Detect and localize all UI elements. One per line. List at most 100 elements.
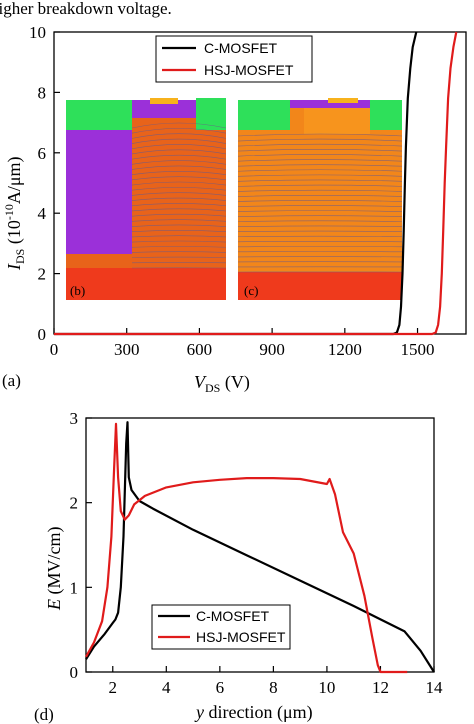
inset-b-gate [150, 98, 178, 104]
panel-d-frame [85, 417, 435, 673]
panel-a-ytick-label-0: 0 [38, 325, 47, 344]
inset-b-line-9 [131, 170, 227, 175]
inset-b-source-right [196, 98, 226, 130]
caption-fragment: higher breakdown voltage. [0, 0, 172, 18]
inset-b-line-17 [131, 213, 227, 217]
panel-d-xlabel-rest: direction (μm) [204, 702, 313, 723]
inset-b-line-23 [131, 246, 227, 248]
panel-a: (b) (c) 0 300 600 900 1200 1500 0 2 4 6 8 10 C-MOSF… [2, 23, 467, 395]
panel-a-ytick-label-4: 8 [38, 83, 47, 102]
inset-b: (b) [60, 96, 228, 308]
inset-c-line-21 [237, 240, 403, 243]
panel-a-xtick-label-0: 0 [50, 340, 59, 359]
panel-a-ytick-label-3: 6 [38, 144, 47, 163]
panel-a-xtick-label-4: 1200 [328, 340, 362, 359]
inset-c-line-16 [237, 215, 403, 217]
panel-a-xtick-label-5: 1500 [401, 340, 435, 359]
panel-a-ytick-label-1: 2 [38, 265, 47, 284]
inset-c-line-1 [237, 138, 403, 142]
panel-a-series-hsj-mosfet [54, 31, 458, 336]
inset-c-source-right [370, 100, 402, 130]
inset-c-line-2 [237, 143, 403, 147]
inset-b-line-14 [131, 197, 227, 201]
inset-b-line-21 [131, 235, 227, 238]
inset-c-line-7 [237, 169, 403, 172]
inset-b-line-1 [131, 128, 227, 134]
panel-d-legend: C-MOSFET HSJ-MOSFET [151, 604, 291, 650]
inset-c-line-6 [237, 164, 403, 167]
inset-b-label: (b) [70, 283, 85, 298]
inset-b-line-0 [131, 122, 227, 129]
inset-b-pillar [66, 130, 132, 254]
inset-c: (c) [232, 96, 403, 308]
inset-c-substrate [238, 272, 402, 300]
panel-a-legend-c: C-MOSFET [204, 40, 278, 56]
inset-c-line-0 [237, 133, 403, 137]
panel-d-xtick-label-5: 12 [372, 678, 389, 697]
inset-c-line-3 [237, 149, 403, 152]
inset-c-line-18 [237, 225, 403, 227]
panel-a-series-c-mosfet [54, 31, 418, 336]
inset-b-line-4 [131, 144, 227, 150]
panel-d-label: (d) [34, 705, 54, 724]
panel-d-legend-hsj: HSJ-MOSFET [196, 629, 286, 645]
panel-a-xlabel-var: V [194, 372, 207, 392]
panel-d-ytick-label-1: 1 [70, 578, 79, 597]
panel-a-xlabel-sub: DS [205, 381, 220, 395]
inset-b-line-2 [131, 133, 227, 139]
inset-c-line-4 [237, 154, 403, 157]
inset-c-line-10 [237, 184, 403, 187]
panel-a-legend-hsj: HSJ-MOSFET [204, 62, 294, 78]
inset-b-line-8 [131, 165, 227, 170]
panel-d-series [85, 421, 435, 674]
panel-d-xtick-label-6: 14 [426, 678, 444, 697]
panel-d-xtick-label-2: 6 [216, 678, 225, 697]
panel-a-legend-box [155, 35, 313, 83]
inset-c-line-12 [237, 195, 403, 197]
panel-d-series-c-mosfet [85, 421, 435, 673]
panel-d-ylabel-rest: (MV/cm) [44, 527, 65, 599]
panel-d-ytick-label-3: 3 [70, 409, 79, 428]
inset-b-body [132, 100, 196, 118]
panel-a-ytick-label-5: 10 [29, 23, 46, 42]
inset-b-line-20 [131, 229, 227, 233]
inset-c-hsj [304, 108, 370, 134]
panel-d-xlabel: y direction (μm) [194, 702, 313, 723]
panel-d-legend-box [151, 604, 291, 650]
inset-c-line-20 [237, 235, 403, 238]
inset-c-label: (c) [244, 283, 258, 298]
inset-b-substrate [66, 268, 226, 300]
panel-a-xlabel: VDS (V) [194, 372, 250, 395]
inset-c-line-11 [237, 189, 403, 192]
inset-c-line-17 [237, 220, 403, 222]
inset-c-line-14 [237, 205, 403, 207]
inset-b-source-left [66, 100, 132, 130]
panel-a-ylabel: IDS (10-10A/μm) [2, 157, 27, 272]
panel-d-xtick-label-4: 10 [318, 678, 335, 697]
panel-d-ytick-label-0: 0 [70, 663, 79, 682]
panel-a-ylabel-exp: -10 [2, 204, 16, 220]
inset-c-line-9 [237, 179, 403, 182]
inset-c-line-13 [237, 200, 403, 202]
panel-a-xtick-label-1: 300 [114, 340, 140, 359]
panel-a-ylabel-tail: A/μm) [4, 157, 25, 205]
inset-b-line-16 [131, 208, 227, 212]
inset-b-line-13 [131, 192, 227, 196]
inset-c-line-8 [237, 174, 403, 177]
inset-b-line-3 [131, 138, 227, 144]
inset-b-line-10 [131, 176, 227, 181]
panel-d-ytick-label-2: 2 [70, 494, 79, 513]
panel-d-xtick-label-3: 8 [269, 678, 278, 697]
inset-b-line-5 [131, 149, 227, 155]
inset-b-line-15 [131, 203, 227, 207]
panel-a-ylabel-sub: DS [13, 249, 27, 264]
panel-a-label: (a) [2, 371, 21, 390]
panel-d-ylabel: E (MV/cm) [44, 527, 65, 611]
inset-c-gate [328, 98, 358, 103]
inset-b-line-6 [131, 154, 227, 160]
inset-c-line-19 [237, 230, 403, 233]
panel-d-xlabel-var: y [194, 702, 204, 722]
